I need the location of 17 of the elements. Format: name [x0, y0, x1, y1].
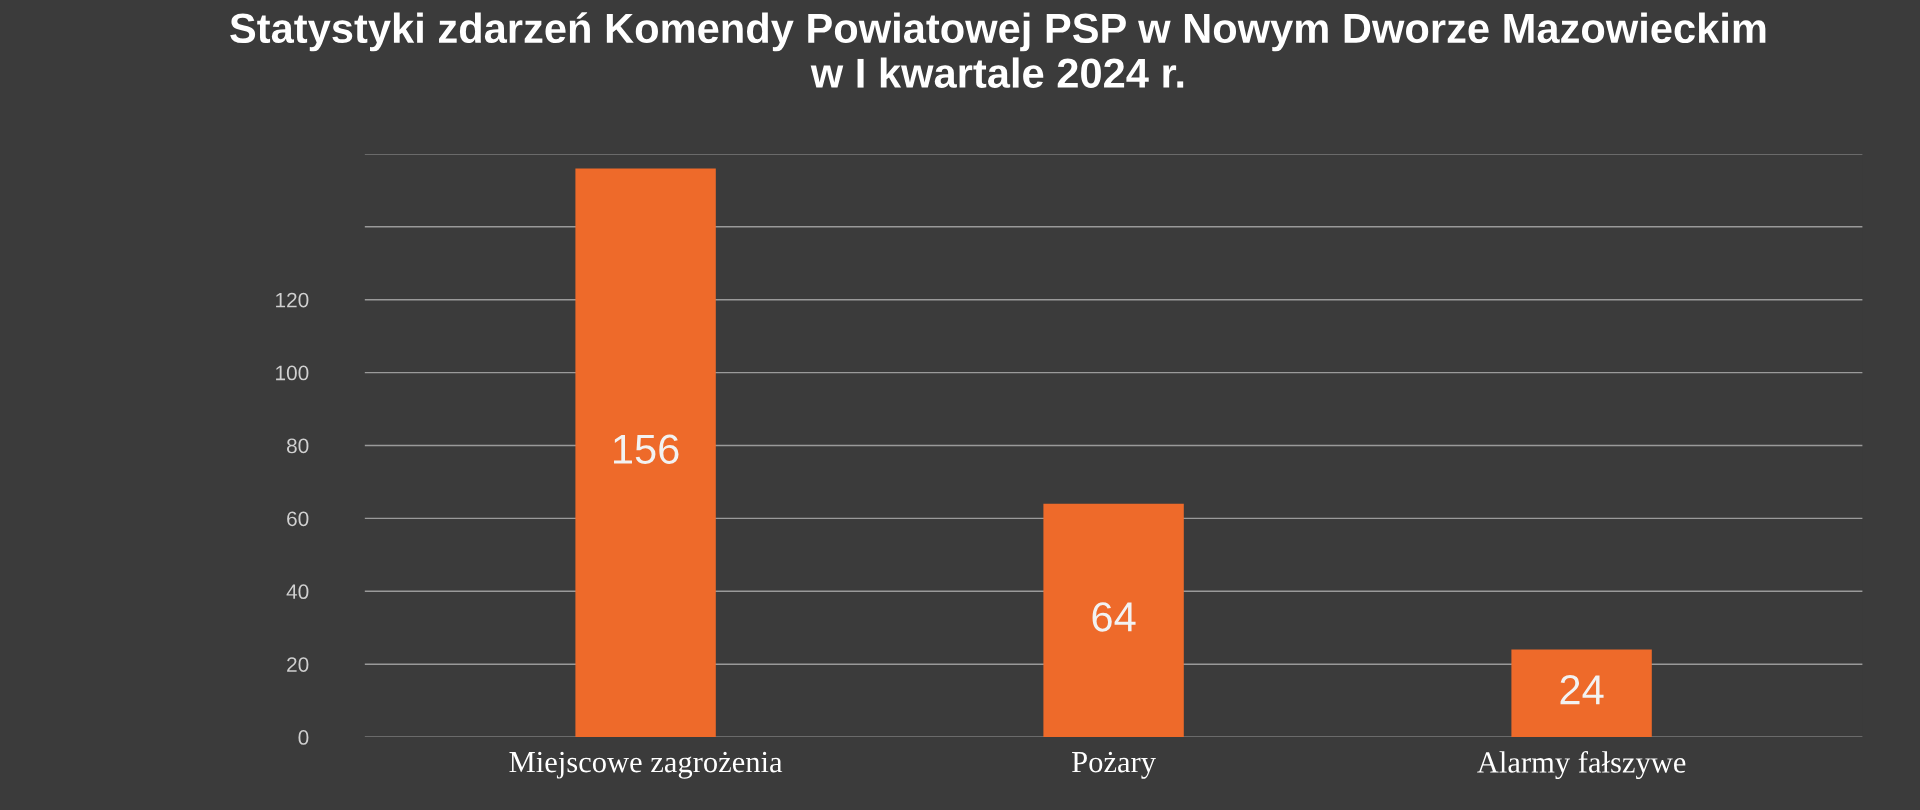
y-tick-label: 100	[276, 365, 309, 381]
chart-title: Statystyki zdarzeń Komendy Powiatowej PSP w Nowym Dworze Mazowieckim w I kwartale 2024 r.	[230, 12, 1766, 88]
bar	[575, 168, 716, 738]
y-tick-label: 40	[286, 584, 309, 600]
data-label: 156	[614, 434, 679, 464]
x-tick-label: Alarmy fałszywe	[1477, 750, 1686, 780]
y-tick-label: 120	[276, 292, 309, 308]
data-label: 64	[1092, 602, 1136, 632]
x-tick-label: Pożary	[1072, 751, 1156, 779]
data-label: 24	[1560, 675, 1604, 705]
bar	[1043, 503, 1184, 738]
y-tick-label: 80	[286, 438, 309, 454]
y-tick-label: 60	[287, 511, 309, 527]
bar	[1511, 649, 1652, 738]
x-tick-label: Miejscowe zagrożenia	[509, 751, 783, 779]
y-tick-label: 0	[298, 730, 309, 745]
y-tick-label: 20	[287, 657, 309, 672]
